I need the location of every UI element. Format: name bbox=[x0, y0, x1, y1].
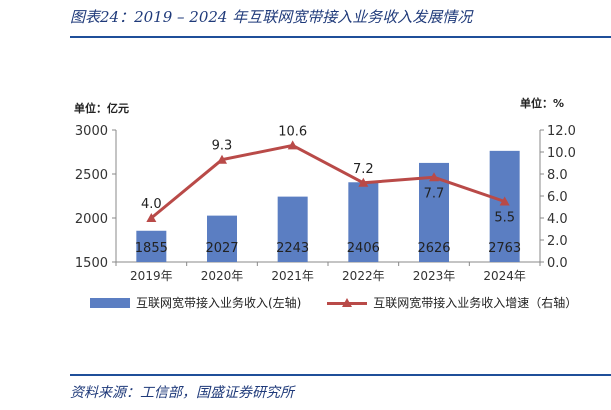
bar-series bbox=[136, 150, 520, 262]
x-tick-label: 2021年 bbox=[271, 269, 314, 283]
bar-value-label: 2243 bbox=[276, 241, 309, 256]
right-tick-label: 8.0 bbox=[547, 168, 568, 183]
growth-value-label: 7.2 bbox=[353, 162, 374, 177]
growth-value-label: 10.6 bbox=[278, 124, 307, 139]
bar bbox=[207, 215, 237, 262]
x-tick-label: 2023年 bbox=[413, 269, 456, 283]
growth-value-label: 9.3 bbox=[212, 139, 233, 154]
bar bbox=[489, 150, 520, 262]
chart-title: 图表24：2019 – 2024 年互联网宽带接入业务收入发展情况 bbox=[70, 8, 473, 26]
bar-value-label: 2406 bbox=[347, 241, 380, 256]
legend-item-revenue: 互联网宽带接入业务收入(左轴) bbox=[90, 294, 301, 311]
bar-value-label: 1855 bbox=[135, 241, 168, 256]
bar bbox=[348, 182, 379, 262]
growth-point bbox=[358, 177, 369, 187]
bar-value-label: 2626 bbox=[417, 241, 450, 256]
growth-value-label: 4.0 bbox=[141, 197, 162, 212]
x-tick-label: 2019年 bbox=[130, 269, 173, 283]
legend-swatch-line bbox=[327, 297, 368, 308]
growth-value-label: 5.5 bbox=[494, 211, 515, 226]
growth-value-label: 7.7 bbox=[424, 186, 445, 201]
left-unit-label: 单位：亿元 bbox=[74, 101, 129, 115]
axes: 1500 2000 2500 3000 0.0 2.0 4.0 6.0 8.0 10.0 12.0 单… bbox=[74, 96, 576, 283]
right-tick-label: 6.0 bbox=[547, 190, 568, 205]
legend-item-growth: 互联网宽带接入业务收入增速（右轴） bbox=[327, 294, 577, 311]
growth-point bbox=[499, 196, 510, 206]
legend-label-growth: 互联网宽带接入业务收入增速（右轴） bbox=[373, 296, 578, 310]
right-tick-label: 2.0 bbox=[547, 234, 568, 249]
bottom-rule bbox=[70, 374, 611, 376]
bar-value-label: 2763 bbox=[488, 241, 521, 256]
source-note: 资料来源：工信部，国盛证券研究所 bbox=[70, 385, 294, 401]
legend: 互联网宽带接入业务收入(左轴) 互联网宽带接入业务收入增速（右轴） bbox=[90, 294, 599, 311]
top-rule bbox=[70, 36, 611, 38]
growth-point bbox=[287, 140, 298, 150]
growth-line bbox=[150, 143, 506, 220]
right-tick-label: 12.0 bbox=[547, 124, 576, 139]
x-tick-label: 2024年 bbox=[483, 269, 526, 283]
right-tick-label: 4.0 bbox=[547, 212, 568, 227]
right-unit-label: 单位：% bbox=[520, 96, 564, 110]
growth-point bbox=[146, 213, 157, 222]
left-tick-label: 2500 bbox=[75, 168, 108, 183]
right-tick-label: 10.0 bbox=[547, 146, 576, 161]
growth-point bbox=[217, 154, 227, 164]
left-tick-label: 1500 bbox=[75, 256, 108, 271]
x-tick-label: 2022年 bbox=[342, 269, 385, 283]
bar bbox=[277, 196, 308, 262]
legend-label-revenue: 互联网宽带接入业务收入(左轴) bbox=[136, 296, 302, 310]
growth-point bbox=[429, 172, 439, 182]
right-tick-label: 0.0 bbox=[547, 256, 568, 271]
legend-swatch-bar bbox=[90, 297, 130, 308]
bar-value-label: 2027 bbox=[205, 241, 238, 256]
left-tick-label: 3000 bbox=[75, 124, 108, 139]
data-labels: 1855 2027 2243 2406 2626 2763 4.0 9.3 10.6 7.2 7.7… bbox=[135, 124, 521, 256]
combo-chart: 1500 2000 2500 3000 0.0 2.0 4.0 6.0 8.0 10.0 12.0 单… bbox=[74, 96, 576, 283]
line-series bbox=[146, 140, 510, 222]
left-tick-label: 2000 bbox=[75, 212, 108, 227]
x-tick-label: 2020年 bbox=[201, 269, 244, 283]
bar bbox=[136, 230, 167, 262]
